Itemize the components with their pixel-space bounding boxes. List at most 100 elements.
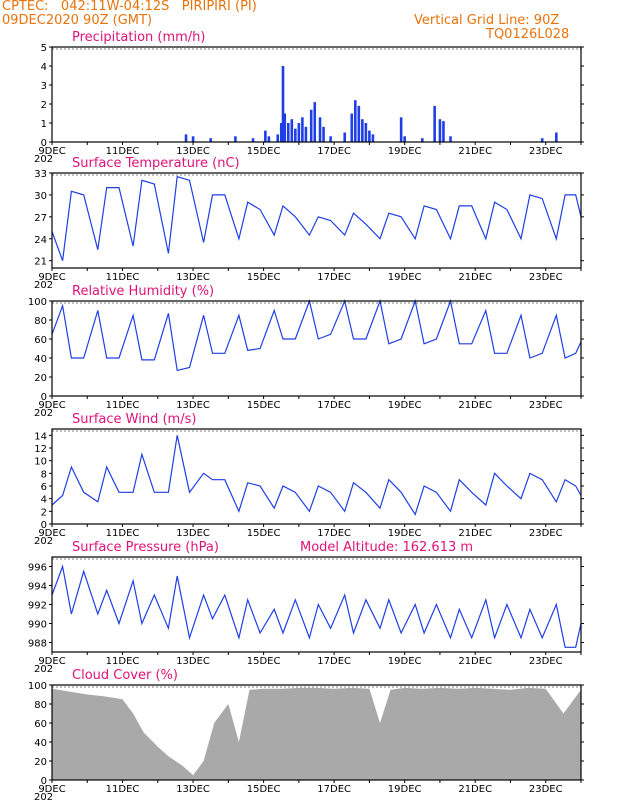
x-tick-label: 23DEC <box>529 272 563 283</box>
x-tick-label: 15DEC <box>247 146 281 157</box>
y-tick-label: 33 <box>34 169 47 180</box>
x-tick-label: 13DEC <box>176 400 210 411</box>
x-tick-label: 11DEC <box>106 656 140 667</box>
x-tick-label: 17DEC <box>317 656 351 667</box>
y-tick-label: 988 <box>28 639 47 650</box>
series-line <box>51 564 582 648</box>
precip-bar <box>276 134 280 142</box>
x-tick-label: 13DEC <box>176 656 210 667</box>
x-tick-label: 17DEC <box>317 400 351 411</box>
x-tick-label: 21DEC <box>458 784 492 795</box>
y-tick-label: 80 <box>34 316 47 327</box>
precip-bar <box>343 132 347 142</box>
x-tick-label: 9DEC <box>38 784 65 795</box>
x-tick-label: 13DEC <box>176 784 210 795</box>
precip-bar <box>357 105 361 142</box>
precip-bar <box>350 113 354 142</box>
panel-1: 21 24 27 30 33 9DEC 11DEC 13DEC 15DEC 17DEC 19DEC 2… <box>34 156 584 291</box>
x-tick-label: 9DEC <box>38 272 65 283</box>
panel-title: Surface Pressure (hPa) <box>72 540 219 555</box>
y-tick-label: 4 <box>41 62 47 73</box>
x-tick-label: 9DEC <box>38 146 65 157</box>
y-tick-label: 40 <box>34 354 47 365</box>
precip-bar <box>283 113 287 142</box>
precip-bar <box>184 134 188 142</box>
precip-bar <box>294 128 297 142</box>
grid-line-note: Vertical Grid Line: 90Z <box>414 13 560 28</box>
y-tick-label: 0 <box>41 138 47 149</box>
precip-bar <box>301 117 304 142</box>
y-tick-label: 992 <box>28 601 47 612</box>
y-tick-label: 27 <box>34 213 47 224</box>
panel-frame <box>51 428 582 525</box>
y-tick-label: 10 <box>34 457 47 468</box>
x-tick-label: 19DEC <box>388 784 422 795</box>
x-tick-label: 21DEC <box>458 146 492 157</box>
panel-frame <box>51 300 582 397</box>
panel-0: 0 1 2 3 4 5 9DEC 11DEC 13DEC 15DEC 17DEC 19DEC 21DEC… <box>34 30 584 165</box>
x-tick-label: 9DEC <box>38 656 65 667</box>
y-tick-label: 3 <box>41 81 47 92</box>
precip-bar <box>399 117 403 142</box>
x-tick-label: 23DEC <box>529 784 563 795</box>
x-tick-label: 23DEC <box>529 400 563 411</box>
y-tick-label: 994 <box>28 582 47 593</box>
x-tick-label: 19DEC <box>388 272 422 283</box>
year-label: 202 <box>34 664 53 675</box>
precip-bar <box>279 123 283 142</box>
y-tick-label: 24 <box>34 235 47 246</box>
y-tick-label: 40 <box>34 738 47 749</box>
y-tick-label: 0 <box>41 392 47 403</box>
y-tick-label: 20 <box>34 757 47 768</box>
panel-5: 0 20 40 60 80 100 9DEC 11DEC 13DEC 15DEC 17DEC 19DE… <box>28 668 584 800</box>
panel-title: Surface Wind (m/s) <box>72 412 196 427</box>
precip-bar <box>361 119 364 142</box>
x-tick-label: 19DEC <box>388 400 422 411</box>
model-altitude: Model Altitude: 162.613 m <box>300 540 473 555</box>
x-tick-label: 21DEC <box>458 528 492 539</box>
x-tick-label: 21DEC <box>458 400 492 411</box>
panel-frame <box>51 684 582 781</box>
x-tick-label: 19DEC <box>388 528 422 539</box>
y-tick-label: 2 <box>41 507 47 518</box>
x-tick-label: 11DEC <box>106 784 140 795</box>
y-tick-label: 100 <box>28 297 47 308</box>
precip-bar <box>403 136 406 142</box>
panel-3: 0 24 6 810 12 14 9DEC 11DEC 13DEC 15DEC 17DEC 19DEC… <box>34 412 584 547</box>
precip-bar <box>297 123 301 142</box>
x-tick-label: 15DEC <box>247 656 281 667</box>
precip-bar <box>353 100 357 142</box>
precip-bar <box>540 138 544 142</box>
y-tick-label: 30 <box>34 191 47 202</box>
precip-bar <box>322 126 325 142</box>
panel-title: Surface Temperature (nC) <box>72 156 240 171</box>
x-tick-label: 11DEC <box>106 400 140 411</box>
y-tick-label: 60 <box>34 719 47 730</box>
year-label: 202 <box>34 280 53 291</box>
precip-bar <box>421 138 424 142</box>
x-tick-label: 23DEC <box>529 146 563 157</box>
cloud-area <box>52 687 581 780</box>
precip-bar <box>281 66 285 142</box>
precip-bar <box>438 119 442 142</box>
panel-title: Precipitation (mm/h) <box>72 30 205 45</box>
x-tick-label: 11DEC <box>106 528 140 539</box>
x-tick-label: 17DEC <box>317 528 351 539</box>
y-tick-label: 990 <box>28 620 47 631</box>
x-tick-label: 13DEC <box>176 272 210 283</box>
y-tick-label: 0 <box>41 520 47 531</box>
precip-bar <box>304 126 308 142</box>
precip-bar <box>290 119 294 142</box>
precip-bar <box>234 136 237 142</box>
precip-bar <box>433 105 436 142</box>
model-id: TQ0126L028 <box>486 27 570 42</box>
precip-bar <box>251 138 255 142</box>
precip-bar <box>191 136 195 142</box>
x-tick-label: 23DEC <box>529 656 563 667</box>
x-tick-label: 9DEC <box>38 528 65 539</box>
y-tick-label: 80 <box>34 700 47 711</box>
x-tick-label: 17DEC <box>317 784 351 795</box>
y-tick-label: 20 <box>34 373 47 384</box>
x-tick-label: 23DEC <box>529 528 563 539</box>
x-tick-label: 11DEC <box>106 146 140 157</box>
